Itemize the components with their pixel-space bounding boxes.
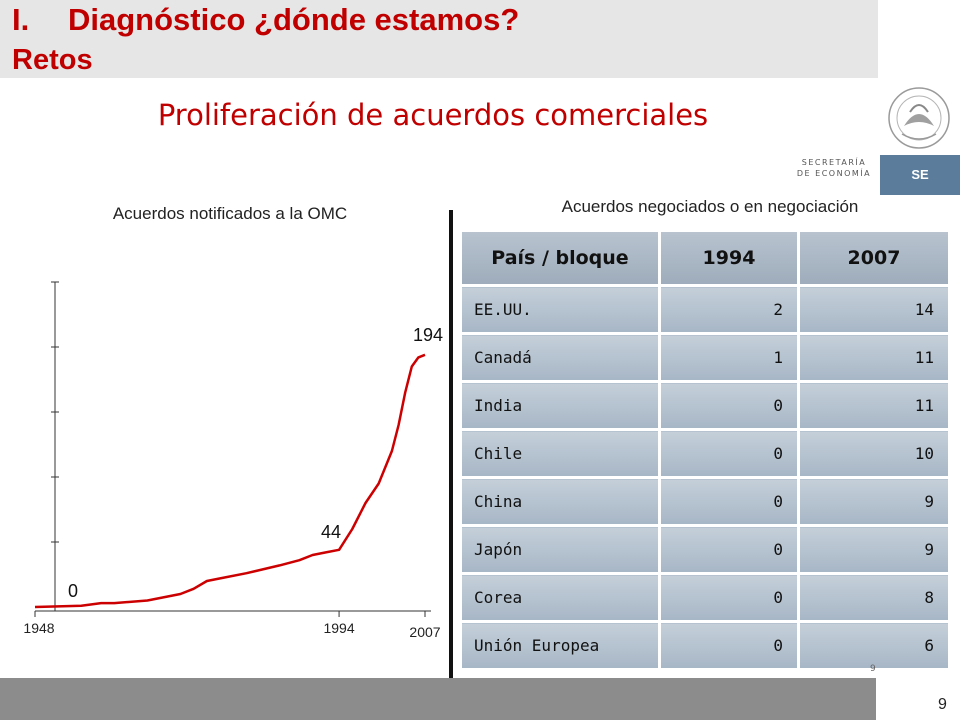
header-country: País / bloque — [462, 232, 661, 286]
table-row: Corea 0 8 — [462, 572, 951, 622]
value-2007-cell: 8 — [798, 572, 951, 622]
x-tick-label: 1994 — [323, 620, 354, 636]
value-2007-cell: 11 — [798, 380, 951, 430]
table-row: Chile 0 10 — [462, 428, 951, 478]
value-1994-cell: 0 — [659, 572, 800, 622]
data-label: 44 — [321, 522, 341, 542]
agreements-table: País / bloque 1994 2007 EE.UU. 2 14 Canadá… — [462, 232, 951, 668]
value-1994-cell: 2 — [659, 284, 800, 334]
secretaria-line2: DE ECONOMÍA — [796, 169, 872, 178]
country-cell: Unión Europea — [462, 620, 661, 668]
retos-label: Retos — [12, 44, 93, 76]
data-label: 0 — [68, 581, 78, 601]
value-2007-cell: 9 — [798, 476, 951, 526]
table-row: EE.UU. 2 14 — [462, 284, 951, 334]
vertical-divider — [449, 210, 453, 680]
value-1994-cell: 1 — [659, 332, 800, 382]
secretaria-line1: SECRETARÍA — [801, 158, 867, 167]
value-1994-cell: 0 — [659, 620, 800, 668]
table-row: China 0 9 — [462, 476, 951, 526]
table-row: Japón 0 9 — [462, 524, 951, 574]
country-cell: Chile — [462, 428, 661, 478]
table-header-row: País / bloque 1994 2007 — [462, 232, 951, 286]
page-subtitle: Proliferación de acuerdos comerciales — [157, 98, 709, 132]
value-2007-cell: 14 — [798, 284, 951, 334]
value-2007-cell: 11 — [798, 332, 951, 382]
value-1994-cell: 0 — [659, 524, 800, 574]
value-1994-cell: 0 — [659, 476, 800, 526]
x-tick-label: 1948 — [23, 620, 54, 636]
section-number: I. — [12, 2, 30, 37]
series-line — [34, 353, 426, 609]
country-cell: Japón — [462, 524, 661, 574]
header-1994: 1994 — [659, 232, 800, 286]
country-cell: India — [462, 380, 661, 430]
value-2007-cell: 9 — [798, 524, 951, 574]
value-2007-cell: 10 — [798, 428, 951, 478]
country-cell: EE.UU. — [462, 284, 661, 334]
table-row: India 0 11 — [462, 380, 951, 430]
footer-number-box — [876, 678, 960, 720]
page-number: 9 — [938, 696, 947, 713]
se-logo: SE — [880, 155, 960, 195]
slide-number-small: 9 — [870, 664, 876, 674]
country-cell: Canadá — [462, 332, 661, 382]
chart-caption: Acuerdos notificados a la OMC — [112, 204, 348, 223]
data-label: 194 — [413, 325, 443, 345]
header-2007: 2007 — [798, 232, 951, 286]
omc-agreements-chart: 1948 1994 2007 0 44 194 — [23, 281, 443, 640]
table-row: Unión Europea 0 6 — [462, 620, 951, 668]
x-tick-label: 2007 — [409, 624, 440, 640]
country-cell: China — [462, 476, 661, 526]
value-2007-cell: 6 — [798, 620, 951, 668]
header-band — [0, 0, 878, 78]
secretaria-label: SECRETARÍA DE ECONOMÍA — [790, 157, 878, 179]
value-1994-cell: 0 — [659, 428, 800, 478]
table-row: Canadá 1 11 — [462, 332, 951, 382]
value-1994-cell: 0 — [659, 380, 800, 430]
mexico-seal-icon — [888, 87, 950, 149]
country-cell: Corea — [462, 572, 661, 622]
section-title-text: Diagnóstico ¿dónde estamos? — [68, 2, 520, 37]
table-caption: Acuerdos negociados o en negociación — [561, 197, 859, 216]
section-title: I. Diagnóstico ¿dónde estamos? — [12, 2, 519, 38]
footer-band — [0, 678, 876, 720]
